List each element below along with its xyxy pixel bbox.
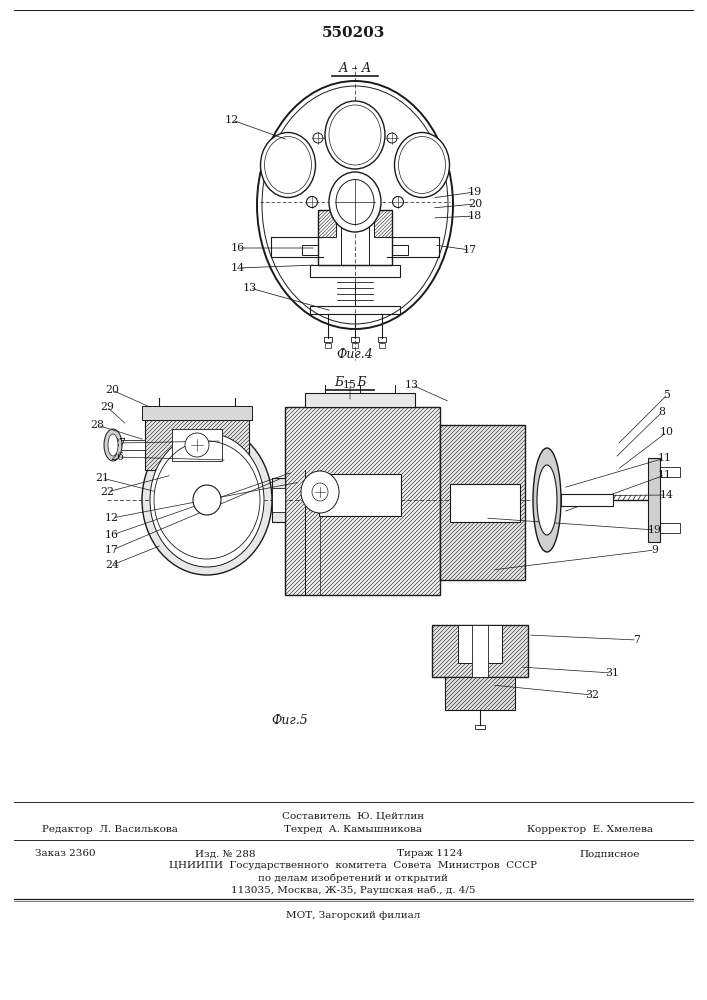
Ellipse shape [108, 434, 118, 456]
Text: ЦНИИПИ  Государственного  комитета  Совета  Министров  СССР: ЦНИИПИ Государственного комитета Совета … [169, 861, 537, 870]
Text: по делам изобретений и открытий: по делам изобретений и открытий [258, 873, 448, 883]
Text: Тираж 1124: Тираж 1124 [397, 850, 463, 858]
Bar [325, 343, 331, 348]
Text: 12: 12 [105, 513, 119, 523]
Text: Фиг.5: Фиг.5 [271, 714, 308, 726]
Bar [272, 478, 285, 522]
Text: Б – Б: Б – Б [334, 375, 366, 388]
Text: Редактор  Л. Василькова: Редактор Л. Василькова [42, 826, 178, 834]
Bar [318, 210, 336, 237]
Ellipse shape [185, 433, 209, 457]
Text: 26: 26 [110, 452, 124, 462]
Ellipse shape [395, 132, 450, 198]
Bar [379, 343, 385, 348]
Ellipse shape [325, 101, 385, 169]
Circle shape [392, 196, 404, 208]
Bar [660, 467, 680, 477]
Bar [351, 337, 359, 342]
Bar [285, 407, 440, 595]
Text: 19: 19 [648, 525, 662, 535]
Text: 7: 7 [633, 635, 641, 645]
Text: 32: 32 [585, 690, 599, 700]
Text: 17: 17 [463, 245, 477, 255]
Ellipse shape [193, 485, 221, 515]
Text: 8: 8 [658, 407, 665, 417]
Bar [475, 725, 485, 729]
Text: Подписное: Подписное [580, 850, 640, 858]
Text: 16: 16 [231, 243, 245, 253]
Text: 13: 13 [243, 283, 257, 293]
Bar [432, 625, 528, 677]
Bar [440, 425, 525, 580]
Bar [172, 429, 222, 461]
Bar [305, 393, 415, 407]
Bar [445, 677, 515, 710]
Text: 15: 15 [343, 380, 357, 390]
Text: 24: 24 [105, 560, 119, 570]
Text: 20: 20 [468, 199, 482, 209]
Ellipse shape [260, 132, 315, 198]
Text: Заказ 2360: Заказ 2360 [35, 850, 95, 858]
Circle shape [313, 133, 323, 143]
Ellipse shape [301, 471, 339, 513]
Text: А – А: А – А [339, 62, 372, 75]
Ellipse shape [533, 448, 561, 552]
Bar [561, 494, 613, 506]
Text: 28: 28 [90, 420, 104, 430]
Bar [319, 474, 401, 516]
Text: Фиг.4: Фиг.4 [337, 349, 373, 361]
Text: 20: 20 [105, 385, 119, 395]
Circle shape [307, 196, 317, 208]
Bar [113, 440, 145, 450]
Ellipse shape [537, 465, 557, 535]
Text: 9: 9 [652, 545, 658, 555]
Text: 22: 22 [100, 487, 114, 497]
Ellipse shape [104, 429, 122, 461]
Bar [310, 306, 400, 314]
Circle shape [387, 133, 397, 143]
Text: 11: 11 [658, 453, 672, 463]
Text: 14: 14 [660, 490, 674, 500]
Bar [324, 337, 332, 342]
Text: 19: 19 [468, 187, 482, 197]
Text: 21: 21 [95, 473, 109, 483]
Text: 5: 5 [664, 390, 670, 400]
Text: 17: 17 [105, 545, 119, 555]
Bar [318, 210, 392, 265]
Text: 10: 10 [660, 427, 674, 437]
Ellipse shape [142, 425, 272, 575]
Text: 113035, Москва, Ж-35, Раушская наб., д. 4/5: 113035, Москва, Ж-35, Раушская наб., д. … [230, 885, 475, 895]
Text: 18: 18 [468, 211, 482, 221]
Ellipse shape [150, 433, 264, 567]
Bar [374, 210, 392, 237]
Text: 16: 16 [105, 530, 119, 540]
Text: 14: 14 [231, 263, 245, 273]
Bar [352, 343, 358, 348]
Bar [145, 420, 249, 470]
Bar [392, 245, 408, 255]
Ellipse shape [329, 172, 381, 232]
Bar [458, 625, 502, 663]
Bar [648, 458, 660, 542]
Bar [472, 625, 488, 677]
Text: Техред  А. Камышникова: Техред А. Камышникова [284, 826, 422, 834]
Text: Корректор  Е. Хмелева: Корректор Е. Хмелева [527, 826, 653, 834]
Text: 550203: 550203 [321, 26, 385, 40]
Text: 11: 11 [658, 470, 672, 480]
Bar [450, 484, 520, 522]
Bar [310, 265, 400, 277]
Text: МОТ, Загорский филиал: МОТ, Загорский филиал [286, 910, 420, 920]
Text: 27: 27 [112, 438, 126, 448]
Text: 29: 29 [100, 402, 114, 412]
Text: Составитель  Ю. Цейтлин: Составитель Ю. Цейтлин [282, 812, 424, 820]
Bar [272, 488, 285, 512]
Bar [660, 523, 680, 533]
Text: Изд. № 288: Изд. № 288 [194, 850, 255, 858]
Text: 31: 31 [605, 668, 619, 678]
Bar [302, 245, 318, 255]
Bar [378, 337, 386, 342]
Text: 12: 12 [225, 115, 239, 125]
Bar [142, 406, 252, 420]
Text: 13: 13 [405, 380, 419, 390]
